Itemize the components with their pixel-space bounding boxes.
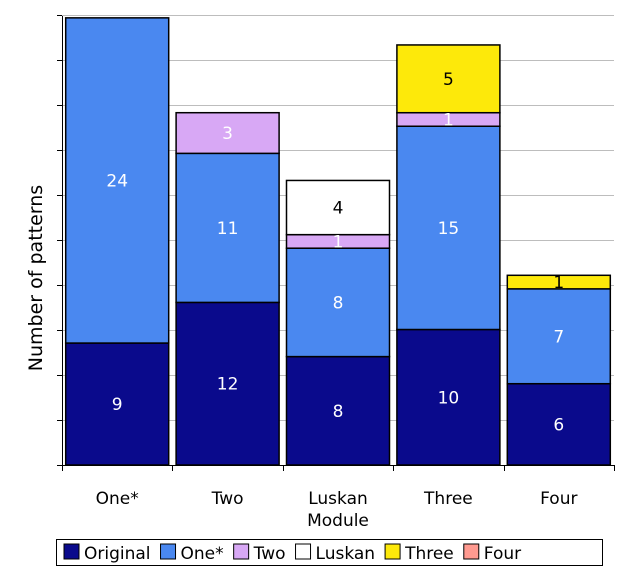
data-label-one-star-original: 9 (112, 395, 123, 415)
legend-label-four: Four (484, 544, 521, 564)
legend-box (56, 539, 603, 566)
x-tick-label-luskan-module: Luskan Module (307, 489, 369, 531)
bar-luskan-module-luskan (285, 179, 391, 236)
data-label-luskan-module-luskan: 4 (333, 199, 344, 219)
legend-swatch-one-star (160, 543, 177, 560)
legend-swatch-four (463, 543, 480, 560)
legend-swatch-original (63, 543, 80, 560)
data-label-luskan-module-original: 8 (333, 402, 344, 422)
data-label-two-two: 3 (222, 124, 233, 144)
legend-swatch-two (233, 543, 250, 560)
bar-luskan-module-one-star (285, 247, 391, 358)
data-label-three-original: 10 (438, 388, 460, 408)
data-label-two-one-star: 11 (217, 219, 239, 239)
data-label-three-two: 1 (443, 110, 454, 130)
x-tick-labels: One* Two Luskan Module Three Four (96, 489, 578, 531)
bar-two-one-star (175, 152, 280, 304)
data-label-two-original: 12 (217, 375, 239, 395)
bar-four-three (506, 274, 612, 290)
data-label-four-original: 6 (553, 415, 564, 435)
data-label-one-star-one-star: 24 (106, 171, 128, 191)
data-label-four-three: 1 (553, 273, 564, 293)
legend-swatch-three (384, 543, 401, 560)
y-axis-title: Number of patterns (25, 185, 47, 371)
legend-label-one-star: One* (181, 544, 224, 564)
bar-four-original (506, 382, 612, 466)
bar-three-one-star (396, 125, 501, 331)
x-tick-label-three: Three (423, 489, 473, 509)
legend-label-luskan: Luskan (316, 544, 376, 564)
legend-label-three: Three (404, 544, 454, 564)
legend: Original One* Two Luskan Three Four (56, 539, 603, 566)
x-tick-label-one-star: One* (96, 489, 139, 509)
bar-three-three (396, 44, 501, 114)
data-label-four-one-star: 7 (553, 327, 564, 347)
bar-two-two (175, 111, 280, 155)
data-label-luskan-module-two: 1 (333, 232, 344, 252)
axes (57, 15, 615, 471)
bar-three-original (396, 328, 501, 466)
data-label-luskan-module-one-star: 8 (333, 293, 344, 313)
legend-label-original: Original (84, 544, 151, 564)
data-label-three-three: 5 (443, 70, 454, 90)
x-tick-label-two: Two (211, 489, 244, 509)
bar-luskan-module-original (285, 355, 391, 466)
bar-four-one-star (506, 288, 612, 385)
x-tick-label-four: Four (540, 489, 577, 509)
legend-swatch-luskan (295, 543, 312, 560)
bar-one-star-one-star (64, 17, 170, 344)
legend-label-two: Two (253, 544, 286, 564)
data-label-three-one-star: 15 (438, 219, 460, 239)
